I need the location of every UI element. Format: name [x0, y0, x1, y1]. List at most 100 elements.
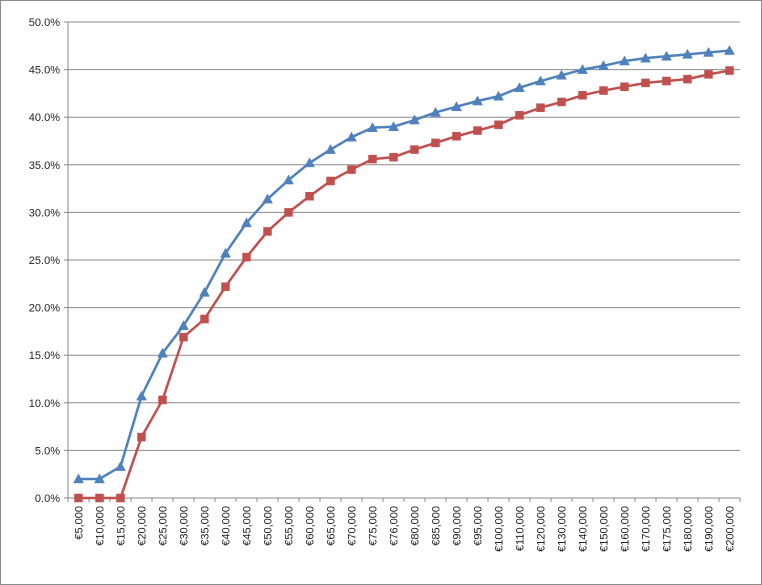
y-tick-label: 25.0% — [29, 255, 60, 267]
series-2-point — [515, 111, 524, 120]
series-1-point — [94, 473, 105, 484]
series-1-point — [640, 52, 651, 63]
x-axis-ticks: €5,000 €10,000 €15,000 €20,000 €25,000 €30,00… — [74, 506, 737, 552]
series-2-point — [620, 82, 629, 91]
x-tick-label: €20,000 — [137, 506, 149, 546]
y-tick-label: 35.0% — [29, 160, 60, 172]
x-tick-label: €55,000 — [284, 506, 296, 546]
series-2-point — [431, 138, 440, 148]
series-1-point — [388, 121, 399, 131]
x-tick-label: €160,000 — [620, 506, 632, 552]
x-tick-label: €70,000 — [347, 506, 359, 546]
x-tick-label: €65,000 — [326, 506, 338, 546]
series-2-point — [158, 395, 167, 405]
series-2-point — [242, 252, 251, 262]
series-2-point — [494, 120, 503, 130]
series-1-point — [430, 106, 441, 117]
series-2-point — [263, 227, 272, 236]
x-tick-label: €75,000 — [368, 506, 380, 546]
series-2-point — [326, 176, 335, 186]
series-1-point — [346, 131, 357, 142]
series-1-point — [598, 60, 609, 71]
series-1-point — [115, 461, 126, 471]
series-1-point — [73, 473, 84, 484]
series-lines — [73, 45, 735, 503]
series-1-point — [199, 286, 210, 297]
x-tick-label: €15,000 — [116, 506, 128, 546]
x-tick-label: €40,000 — [221, 506, 233, 546]
x-tick-label: €140,000 — [578, 506, 590, 552]
y-tick-label: 50.0% — [29, 17, 60, 29]
series-2-point — [536, 103, 545, 112]
series-1-point — [241, 217, 252, 228]
x-tick-label: €5,000 — [74, 506, 86, 540]
series-1-point — [472, 95, 483, 106]
series-1-point — [220, 247, 231, 258]
series-2-point — [557, 97, 566, 107]
series-2-point — [473, 126, 482, 135]
series-2-point — [305, 191, 314, 201]
x-tick-label: €30,000 — [179, 506, 191, 546]
series-1-point — [409, 114, 420, 125]
series-1-point — [304, 157, 315, 168]
y-tick-label: 5.0% — [35, 445, 60, 457]
series-1-point — [157, 347, 168, 358]
x-tick-label: €100,000 — [494, 506, 506, 552]
series-2-point — [74, 493, 83, 503]
series-2-point — [347, 165, 356, 174]
y-axis-ticks: 0.0% 5.0% 10.0% 15.0% 20.0% 25.0% 30.0% 35.0% 40… — [29, 17, 60, 505]
series-2-point — [179, 332, 188, 342]
series-2-point — [137, 432, 146, 442]
series-1-point — [283, 174, 294, 185]
x-tick-label: €180,000 — [683, 506, 695, 552]
series-line-1 — [78, 49, 730, 481]
x-tick-label: €150,000 — [599, 506, 611, 552]
x-tick-label: €90,000 — [452, 506, 464, 546]
x-tick-label: €45,000 — [242, 506, 254, 546]
y-tick-label: 45.0% — [29, 65, 60, 77]
series-2-point — [368, 154, 377, 164]
series-1-point — [325, 144, 336, 154]
y-tick-label: 20.0% — [29, 303, 60, 315]
x-tick-label: €200,000 — [725, 506, 737, 552]
series-1-point — [451, 101, 462, 111]
series-1-point — [556, 69, 567, 80]
series-2-point — [452, 131, 461, 141]
series-2-point — [284, 208, 293, 217]
y-tick-label: 10.0% — [29, 398, 60, 410]
x-tick-label: €25,000 — [158, 506, 170, 546]
series-2-point — [200, 314, 209, 324]
series-1-point — [514, 82, 525, 92]
series-1-point — [682, 48, 693, 59]
y-tick-label: 30.0% — [29, 207, 60, 219]
series-1-point — [619, 55, 630, 66]
x-tick-label: €60,000 — [305, 506, 317, 546]
series-1-point — [367, 122, 378, 132]
x-tick-label: €80,000 — [410, 506, 422, 546]
series-2-point — [641, 78, 650, 88]
x-tick-label: €130,000 — [557, 506, 569, 552]
series-2-point — [389, 152, 398, 162]
series-1-point — [661, 50, 672, 61]
series-2-point — [410, 145, 419, 154]
x-tick-label: €190,000 — [704, 506, 716, 552]
y-tick-label: 15.0% — [29, 350, 60, 362]
series-1-point — [136, 390, 147, 401]
series-2-point — [662, 76, 671, 86]
x-tick-label: €76,000 — [389, 506, 401, 546]
y-tick-label: 40.0% — [29, 112, 60, 124]
series-1-point — [703, 46, 714, 57]
series-2-point — [95, 493, 104, 503]
series-1-point — [493, 90, 504, 101]
series-1-point — [535, 75, 546, 86]
x-tick-label: €50,000 — [263, 506, 275, 546]
x-tick-label: €10,000 — [95, 506, 107, 546]
x-tick-label: €110,000 — [515, 506, 527, 551]
series-2-point — [725, 66, 734, 75]
gridlines — [64, 21, 741, 502]
series-line-2 — [78, 69, 730, 500]
x-tick-label: €85,000 — [431, 506, 443, 546]
x-tick-label: €35,000 — [200, 506, 212, 546]
